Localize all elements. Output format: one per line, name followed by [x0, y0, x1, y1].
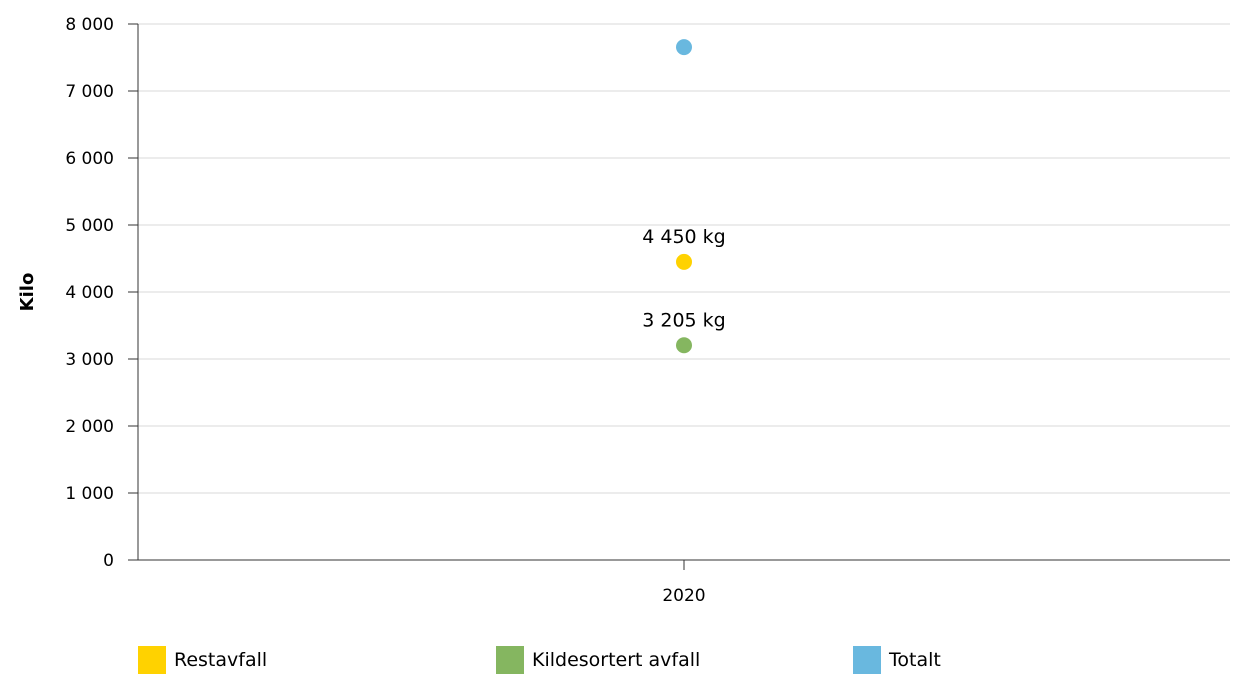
- legend-label: Totalt: [889, 649, 941, 671]
- legend-item-totalt[interactable]: Totalt: [853, 646, 941, 674]
- data-label: 3 205 kg: [642, 309, 726, 331]
- legend: Restavfall Kildesortert avfall Totalt: [0, 642, 1244, 674]
- y-tick-label: 4 000: [65, 283, 114, 303]
- legend-label: Kildesortert avfall: [532, 649, 701, 671]
- y-tick-label: 2 000: [65, 417, 114, 437]
- data-point-totalt[interactable]: [676, 39, 692, 56]
- x-tick-label: 2020: [662, 586, 705, 606]
- gridlines: [138, 23, 1230, 494]
- legend-swatch: [853, 646, 881, 674]
- y-tick-label: 3 000: [65, 350, 114, 370]
- chart: 0 1 000 2 000 3 000 4 000 5 000 6 000 7 000 8 00…: [17, 15, 1230, 606]
- y-tick-label: 1 000: [65, 484, 114, 504]
- y-tick-label: 8 000: [65, 15, 114, 35]
- data-point-restavfall[interactable]: [676, 253, 692, 270]
- legend-item-restavfall[interactable]: Restavfall: [138, 646, 267, 674]
- y-axis: 0 1 000 2 000 3 000 4 000 5 000 6 000 7 000 8 00…: [65, 15, 139, 571]
- legend-swatch: [496, 646, 524, 674]
- legend-swatch: [138, 646, 166, 674]
- y-axis-title: Kilo: [17, 273, 38, 312]
- y-tick-label: 7 000: [65, 82, 114, 102]
- x-axis: 2020: [138, 559, 1230, 606]
- data-point-kildesortert-avfall[interactable]: [676, 337, 692, 354]
- y-tick-label: 0: [103, 551, 114, 571]
- y-tick-label: 6 000: [65, 149, 114, 169]
- legend-item-kildesortert-avfall[interactable]: Kildesortert avfall: [496, 646, 700, 674]
- legend-label: Restavfall: [174, 649, 268, 671]
- y-tick-label: 5 000: [65, 216, 114, 236]
- data-label: 4 450 kg: [642, 226, 726, 248]
- data-points: 4 450 kg 3 205 kg: [642, 39, 726, 354]
